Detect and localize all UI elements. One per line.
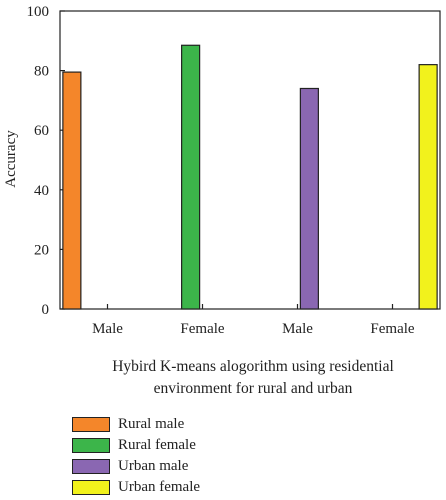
legend-label: Urban female [118, 479, 201, 496]
y-tick-label: 40 [34, 183, 49, 199]
x-tick-label: Female [180, 321, 224, 337]
y-tick-label: 60 [34, 123, 49, 139]
y-tick-label: 0 [42, 302, 50, 318]
legend-label: Rural female [118, 436, 196, 453]
bar-urban-female [418, 64, 438, 310]
legend: Rural male Rural female Urban male Urban fe… [72, 414, 200, 499]
y-tick-label: 20 [34, 242, 49, 258]
plot-frame [59, 10, 441, 310]
x-tick-label: Female [370, 321, 414, 337]
legend-swatch [72, 480, 110, 496]
legend-swatch [72, 416, 110, 432]
bar-rural-male [62, 71, 82, 310]
x-tick-label: Male [92, 321, 123, 337]
y-tick-label: 100 [27, 4, 50, 20]
legend-swatch [72, 437, 110, 453]
legend-label: Rural male [118, 415, 185, 432]
bar-chart: 0 20 40 60 80 100 Male Female Male Female Accura… [3, 4, 441, 337]
bar-urban-male [299, 87, 319, 310]
legend-swatch [72, 459, 110, 475]
plot-area [59, 10, 441, 310]
bars [62, 44, 438, 310]
y-axis: 0 20 40 60 80 100 [27, 4, 65, 318]
legend-label: Urban male [118, 458, 189, 475]
legend-item: Urban female [72, 478, 200, 498]
x-axis-title: Hybird K-means alogorithm using resident… [112, 358, 394, 397]
y-tick-label: 80 [34, 64, 49, 80]
x-tick-label: Male [282, 321, 313, 337]
bar-rural-female [181, 44, 201, 310]
legend-item: Rural female [72, 435, 200, 455]
y-axis-title: Accuracy [3, 130, 19, 188]
legend-item: Rural male [72, 414, 200, 434]
legend-item: Urban male [72, 457, 200, 477]
x-axis: Male Female Male Female [92, 304, 415, 337]
